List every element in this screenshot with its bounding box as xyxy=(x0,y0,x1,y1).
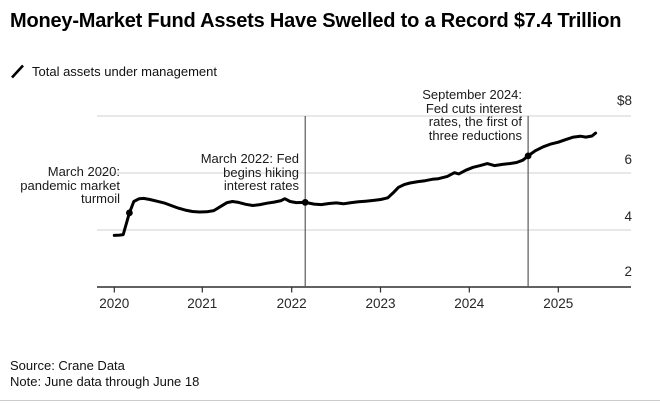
event-marker-dot xyxy=(301,198,309,206)
x-axis-label-2020: 2020 xyxy=(99,296,130,311)
legend-label: Total assets under management xyxy=(32,64,217,79)
annotation-september-2024: September 2024: Fed cuts interest rates,… xyxy=(422,87,522,143)
chart-title: Money-Market Fund Assets Have Swelled to… xyxy=(10,10,622,32)
x-axis-label-2022: 2022 xyxy=(276,296,307,311)
y-axis-label-4: 4 xyxy=(624,209,632,224)
footer: Source: Crane Data Note: June data throu… xyxy=(10,358,199,390)
bottom-divider xyxy=(0,400,660,401)
annotation-march-2022: March 2022: Fed begins hiking interest r… xyxy=(200,151,299,193)
x-axis-label-2023: 2023 xyxy=(365,296,396,311)
annotation-march-2020: March 2020: pandemic market turmoil xyxy=(20,164,120,206)
y-axis-label-6: 6 xyxy=(624,152,632,167)
source-line: Source: Crane Data xyxy=(10,358,125,373)
y-axis-label-2: 2 xyxy=(624,264,632,279)
note-line: Note: June data through June 18 xyxy=(10,374,200,389)
x-axis-label-2025: 2025 xyxy=(543,296,574,311)
x-axis-label-2024: 2024 xyxy=(454,296,485,311)
line-series-slash-icon xyxy=(10,64,25,79)
event-marker-dot xyxy=(125,209,133,217)
series-markers xyxy=(125,152,532,217)
x-axis-ticks xyxy=(113,287,559,293)
x-axis-label-2021: 2021 xyxy=(187,296,218,311)
chart-svg xyxy=(97,115,631,293)
y-axis-label-8: $8 xyxy=(616,93,632,108)
series-line xyxy=(112,131,598,237)
legend: Total assets under management xyxy=(10,64,217,79)
event-marker-dot xyxy=(524,152,532,160)
